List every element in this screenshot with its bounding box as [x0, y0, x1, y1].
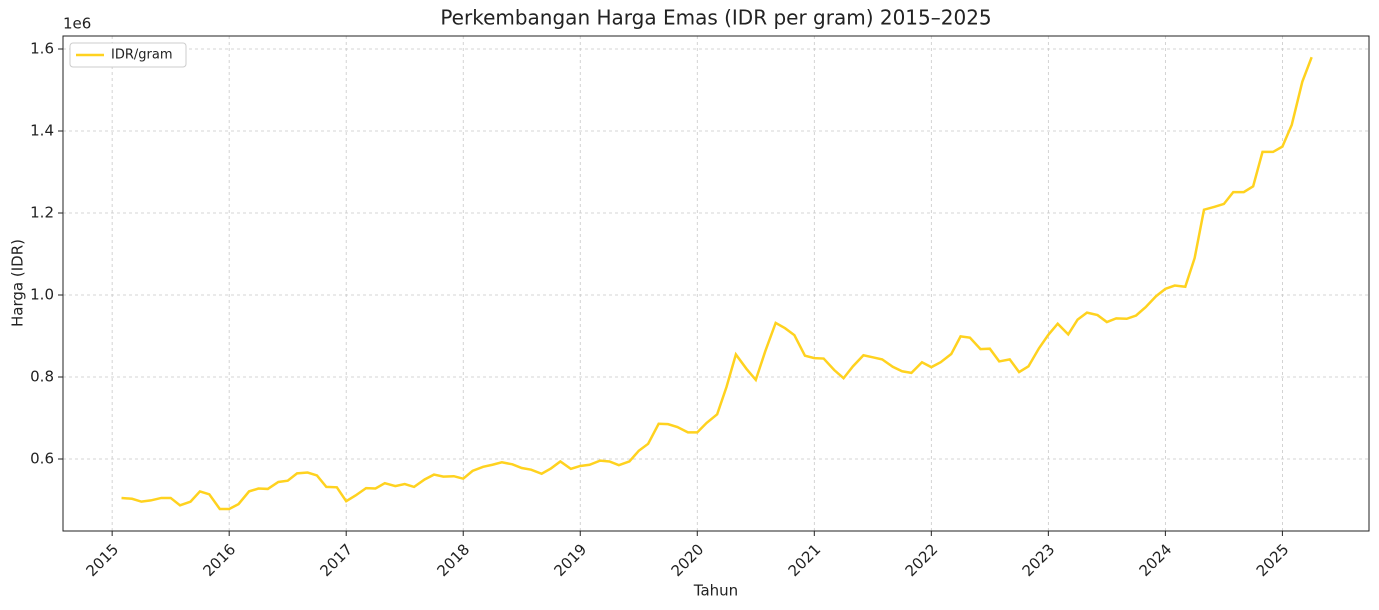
x-tick-label: 2017	[316, 540, 356, 580]
data-line	[121, 56, 1313, 511]
x-tick-label: 2019	[551, 540, 591, 580]
y-tick-label: 1.2	[30, 203, 54, 221]
x-tick-label: 2015	[82, 540, 122, 580]
x-tick-label: 2025	[1253, 540, 1293, 580]
legend-box	[69, 42, 187, 68]
y-axis-label: Harga (IDR)	[9, 239, 27, 327]
chart-title: Perkembangan Harga Emas (IDR per gram) 2…	[440, 6, 991, 30]
y-tick-label: 0.8	[30, 368, 54, 386]
x-tick-label: 2018	[434, 540, 474, 580]
x-tick-label: 2021	[785, 540, 825, 580]
x-tick-label: 2022	[902, 540, 942, 580]
x-axis-label: Tahun	[693, 582, 738, 600]
legend-label: IDR/gram	[111, 48, 172, 63]
y-tick-label: 1.0	[30, 286, 54, 304]
x-tick-label: 2023	[1019, 540, 1059, 580]
plot-frame	[62, 35, 1370, 532]
x-tick-label: 2020	[668, 540, 708, 580]
x-tick-label: 2016	[199, 540, 239, 580]
y-offset-label: 1e6	[63, 15, 91, 33]
x-tick-label: 2024	[1136, 540, 1176, 580]
y-tick-label: 1.6	[30, 39, 54, 57]
y-tick-label: 1.4	[30, 121, 54, 139]
y-tick-label: 0.6	[30, 450, 54, 468]
